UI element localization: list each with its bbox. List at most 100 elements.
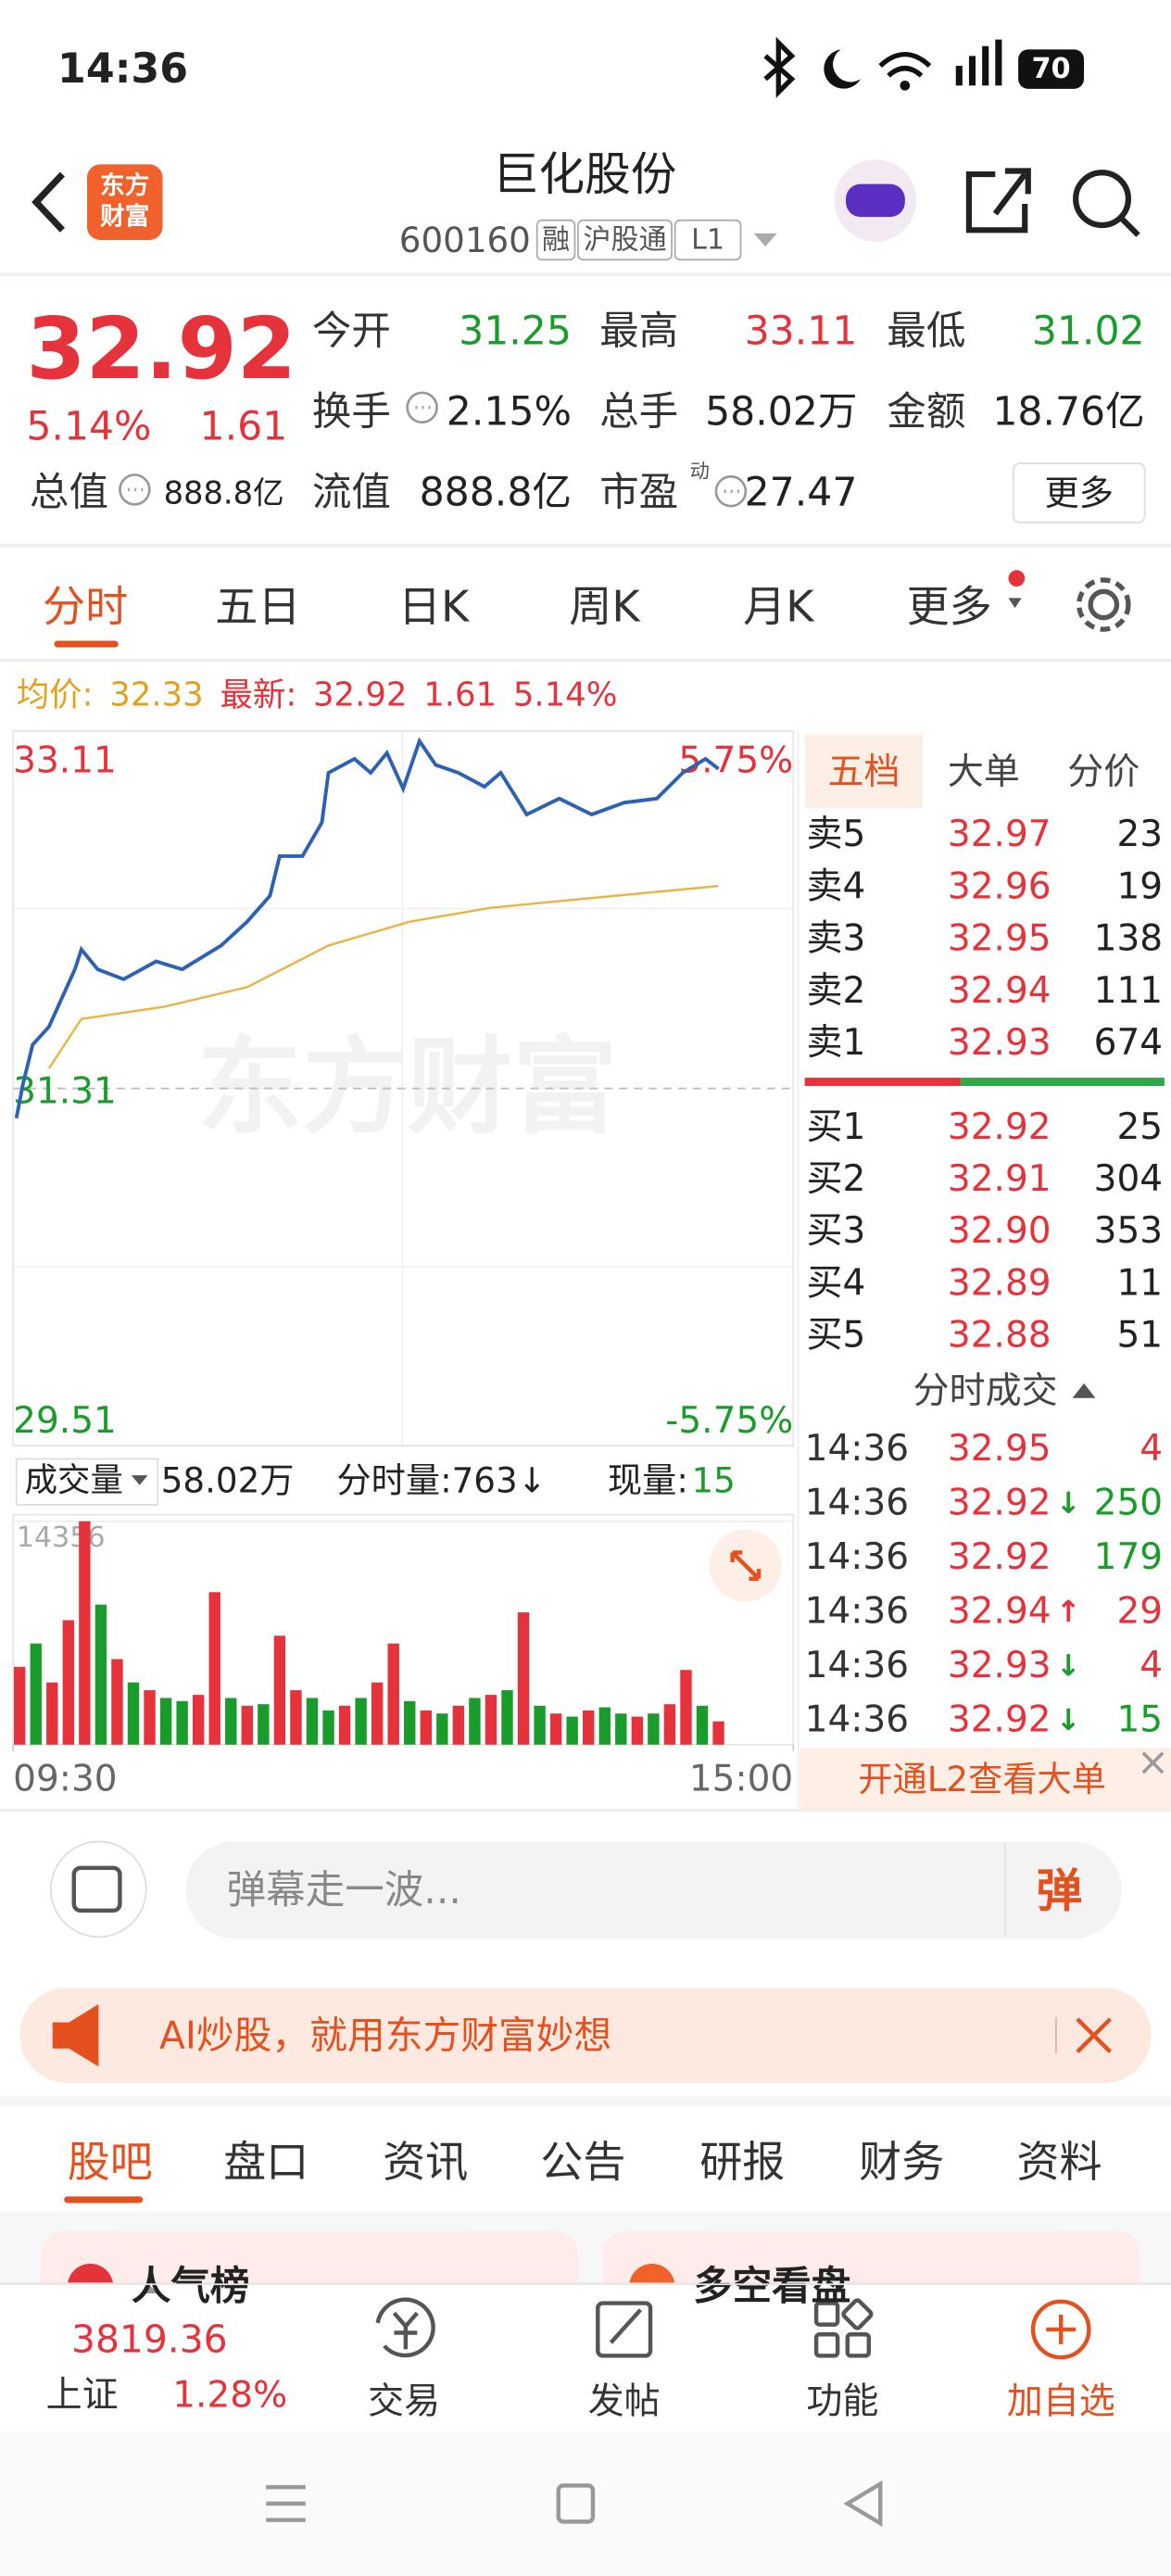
book-tab[interactable]: 大单 bbox=[948, 751, 1020, 793]
trade-volume: 4 bbox=[1140, 1428, 1163, 1470]
more-caret bbox=[1008, 598, 1022, 609]
settings-button[interactable] bbox=[1077, 577, 1131, 632]
book-tab[interactable]: 分价 bbox=[1067, 751, 1140, 793]
info-icon[interactable] bbox=[714, 474, 748, 508]
volume-bar bbox=[631, 1716, 644, 1745]
volume-bar bbox=[436, 1713, 448, 1745]
trade-icon[interactable] bbox=[375, 2297, 435, 2358]
section-tab[interactable]: 资料 bbox=[1016, 2137, 1102, 2187]
close-promo[interactable] bbox=[1141, 1751, 1165, 1774]
section-tab[interactable]: 股吧 bbox=[68, 2137, 153, 2187]
index-value[interactable]: 3819.36 bbox=[71, 2317, 228, 2362]
nav-label[interactable]: 发帖 bbox=[588, 2380, 661, 2422]
promo-text[interactable]: 开通L2查看大单 bbox=[858, 1759, 1106, 1799]
stat-label: 流值 bbox=[312, 470, 391, 515]
stat-value: 888.8亿 bbox=[420, 470, 572, 515]
nav-label[interactable]: 交易 bbox=[368, 2380, 440, 2422]
logo-text: 财富 bbox=[100, 203, 149, 232]
stat-value: 27.47 bbox=[745, 470, 858, 515]
watermark: 东方财富 bbox=[197, 1027, 618, 1149]
index-caret bbox=[141, 2285, 158, 2293]
book-price: 32.95 bbox=[948, 918, 1051, 960]
logo bbox=[86, 164, 163, 240]
chart-tab[interactable]: 周K bbox=[569, 581, 641, 631]
summary-avg: 32.33 bbox=[109, 676, 203, 714]
section-tab[interactable]: 公告 bbox=[540, 2137, 625, 2187]
volume-selector[interactable] bbox=[15, 1458, 159, 1506]
banner-text[interactable]: AI炒股，就用东方财富妙想 bbox=[159, 2014, 611, 2058]
section-tab[interactable]: 盘口 bbox=[223, 2137, 308, 2187]
danmaku-settings[interactable] bbox=[50, 1840, 147, 1938]
danmaku-send[interactable]: 弹 bbox=[1037, 1864, 1083, 1918]
book-price: 32.88 bbox=[948, 1315, 1051, 1357]
section-gap bbox=[0, 2096, 1171, 2106]
banner-bg[interactable] bbox=[19, 1988, 1152, 2084]
trade-volume: 250 bbox=[1094, 1483, 1163, 1524]
volume-bar bbox=[517, 1612, 530, 1745]
info-icon[interactable] bbox=[406, 391, 438, 424]
chart-tab[interactable]: 五日 bbox=[215, 581, 300, 631]
nav-label[interactable]: 功能 bbox=[806, 2380, 878, 2422]
chart-tab[interactable]: 日K bbox=[398, 581, 471, 631]
info-icon[interactable] bbox=[119, 474, 151, 506]
robot-face bbox=[845, 183, 905, 218]
book-label: 买3 bbox=[806, 1210, 865, 1252]
chart-tab[interactable]: 分时 bbox=[43, 581, 128, 631]
back-system-button[interactable] bbox=[843, 2480, 883, 2528]
tag-box bbox=[577, 219, 673, 261]
trade-volume: 15 bbox=[1116, 1699, 1163, 1741]
trade-volume: 4 bbox=[1140, 1645, 1163, 1686]
book-tab[interactable]: 五档 bbox=[827, 751, 900, 793]
red-dot bbox=[1008, 570, 1026, 587]
promo-bg[interactable] bbox=[800, 1748, 1171, 1809]
section-tab[interactable]: 财务 bbox=[859, 2137, 944, 2187]
book-label: 买4 bbox=[806, 1262, 865, 1304]
book-volume: 11 bbox=[1116, 1262, 1163, 1304]
book-price: 32.94 bbox=[948, 970, 1051, 1012]
more-button-label[interactable]: 更多 bbox=[1044, 473, 1113, 513]
card-title: 多空看盘 bbox=[693, 2264, 850, 2309]
volume-bar bbox=[192, 1695, 205, 1745]
section-tab[interactable]: 资讯 bbox=[383, 2137, 468, 2187]
volume-bar bbox=[420, 1710, 432, 1745]
y-right-label: 5.75% bbox=[678, 739, 793, 781]
chart-tab[interactable]: 更多 bbox=[907, 581, 992, 631]
home-button[interactable] bbox=[556, 2483, 596, 2524]
y-tick-label: 14356 bbox=[17, 1522, 106, 1554]
book-volume: 25 bbox=[1116, 1106, 1163, 1148]
post-icon[interactable] bbox=[596, 2301, 653, 2358]
trade-time: 14:36 bbox=[805, 1536, 909, 1578]
more-button[interactable] bbox=[1012, 462, 1146, 524]
chart-tab[interactable]: 月K bbox=[743, 581, 815, 631]
trade-volume: 29 bbox=[1116, 1591, 1163, 1633]
share-button[interactable] bbox=[965, 168, 1031, 234]
section-tab[interactable]: 研报 bbox=[699, 2137, 785, 2187]
volume-bar bbox=[680, 1670, 692, 1745]
battery-level: 70 bbox=[1032, 53, 1071, 85]
status-icons bbox=[763, 36, 1085, 98]
close-banner[interactable] bbox=[1076, 2017, 1112, 2053]
book-price: 32.93 bbox=[948, 1022, 1051, 1064]
function-icon[interactable] bbox=[813, 2298, 874, 2358]
danmaku-input[interactable] bbox=[185, 1841, 1122, 1939]
volume-bar bbox=[534, 1705, 546, 1745]
trades-title[interactable]: 分时成交 bbox=[913, 1370, 1058, 1412]
trade-price: 32.92 bbox=[948, 1483, 1051, 1524]
stat-value: 31.02 bbox=[1032, 309, 1145, 355]
book-label: 买2 bbox=[806, 1158, 865, 1200]
volume-title[interactable]: 成交量 bbox=[25, 1461, 123, 1499]
dropdown-caret[interactable] bbox=[753, 233, 777, 247]
back-button[interactable] bbox=[31, 171, 65, 233]
summary-change-pct: 5.14% bbox=[513, 676, 618, 714]
trade-arrow: ↑ bbox=[1056, 1594, 1081, 1629]
bid-bar bbox=[961, 1078, 1165, 1086]
nav-label[interactable]: 加自选 bbox=[1007, 2380, 1115, 2422]
search-button[interactable] bbox=[1073, 170, 1140, 237]
book-label: 卖4 bbox=[806, 865, 865, 907]
trade-time: 14:36 bbox=[805, 1483, 909, 1524]
menu-button[interactable] bbox=[266, 2484, 306, 2522]
book-label: 卖5 bbox=[806, 814, 865, 855]
volume-bar bbox=[176, 1700, 188, 1745]
add-watchlist-icon[interactable] bbox=[1030, 2299, 1091, 2360]
